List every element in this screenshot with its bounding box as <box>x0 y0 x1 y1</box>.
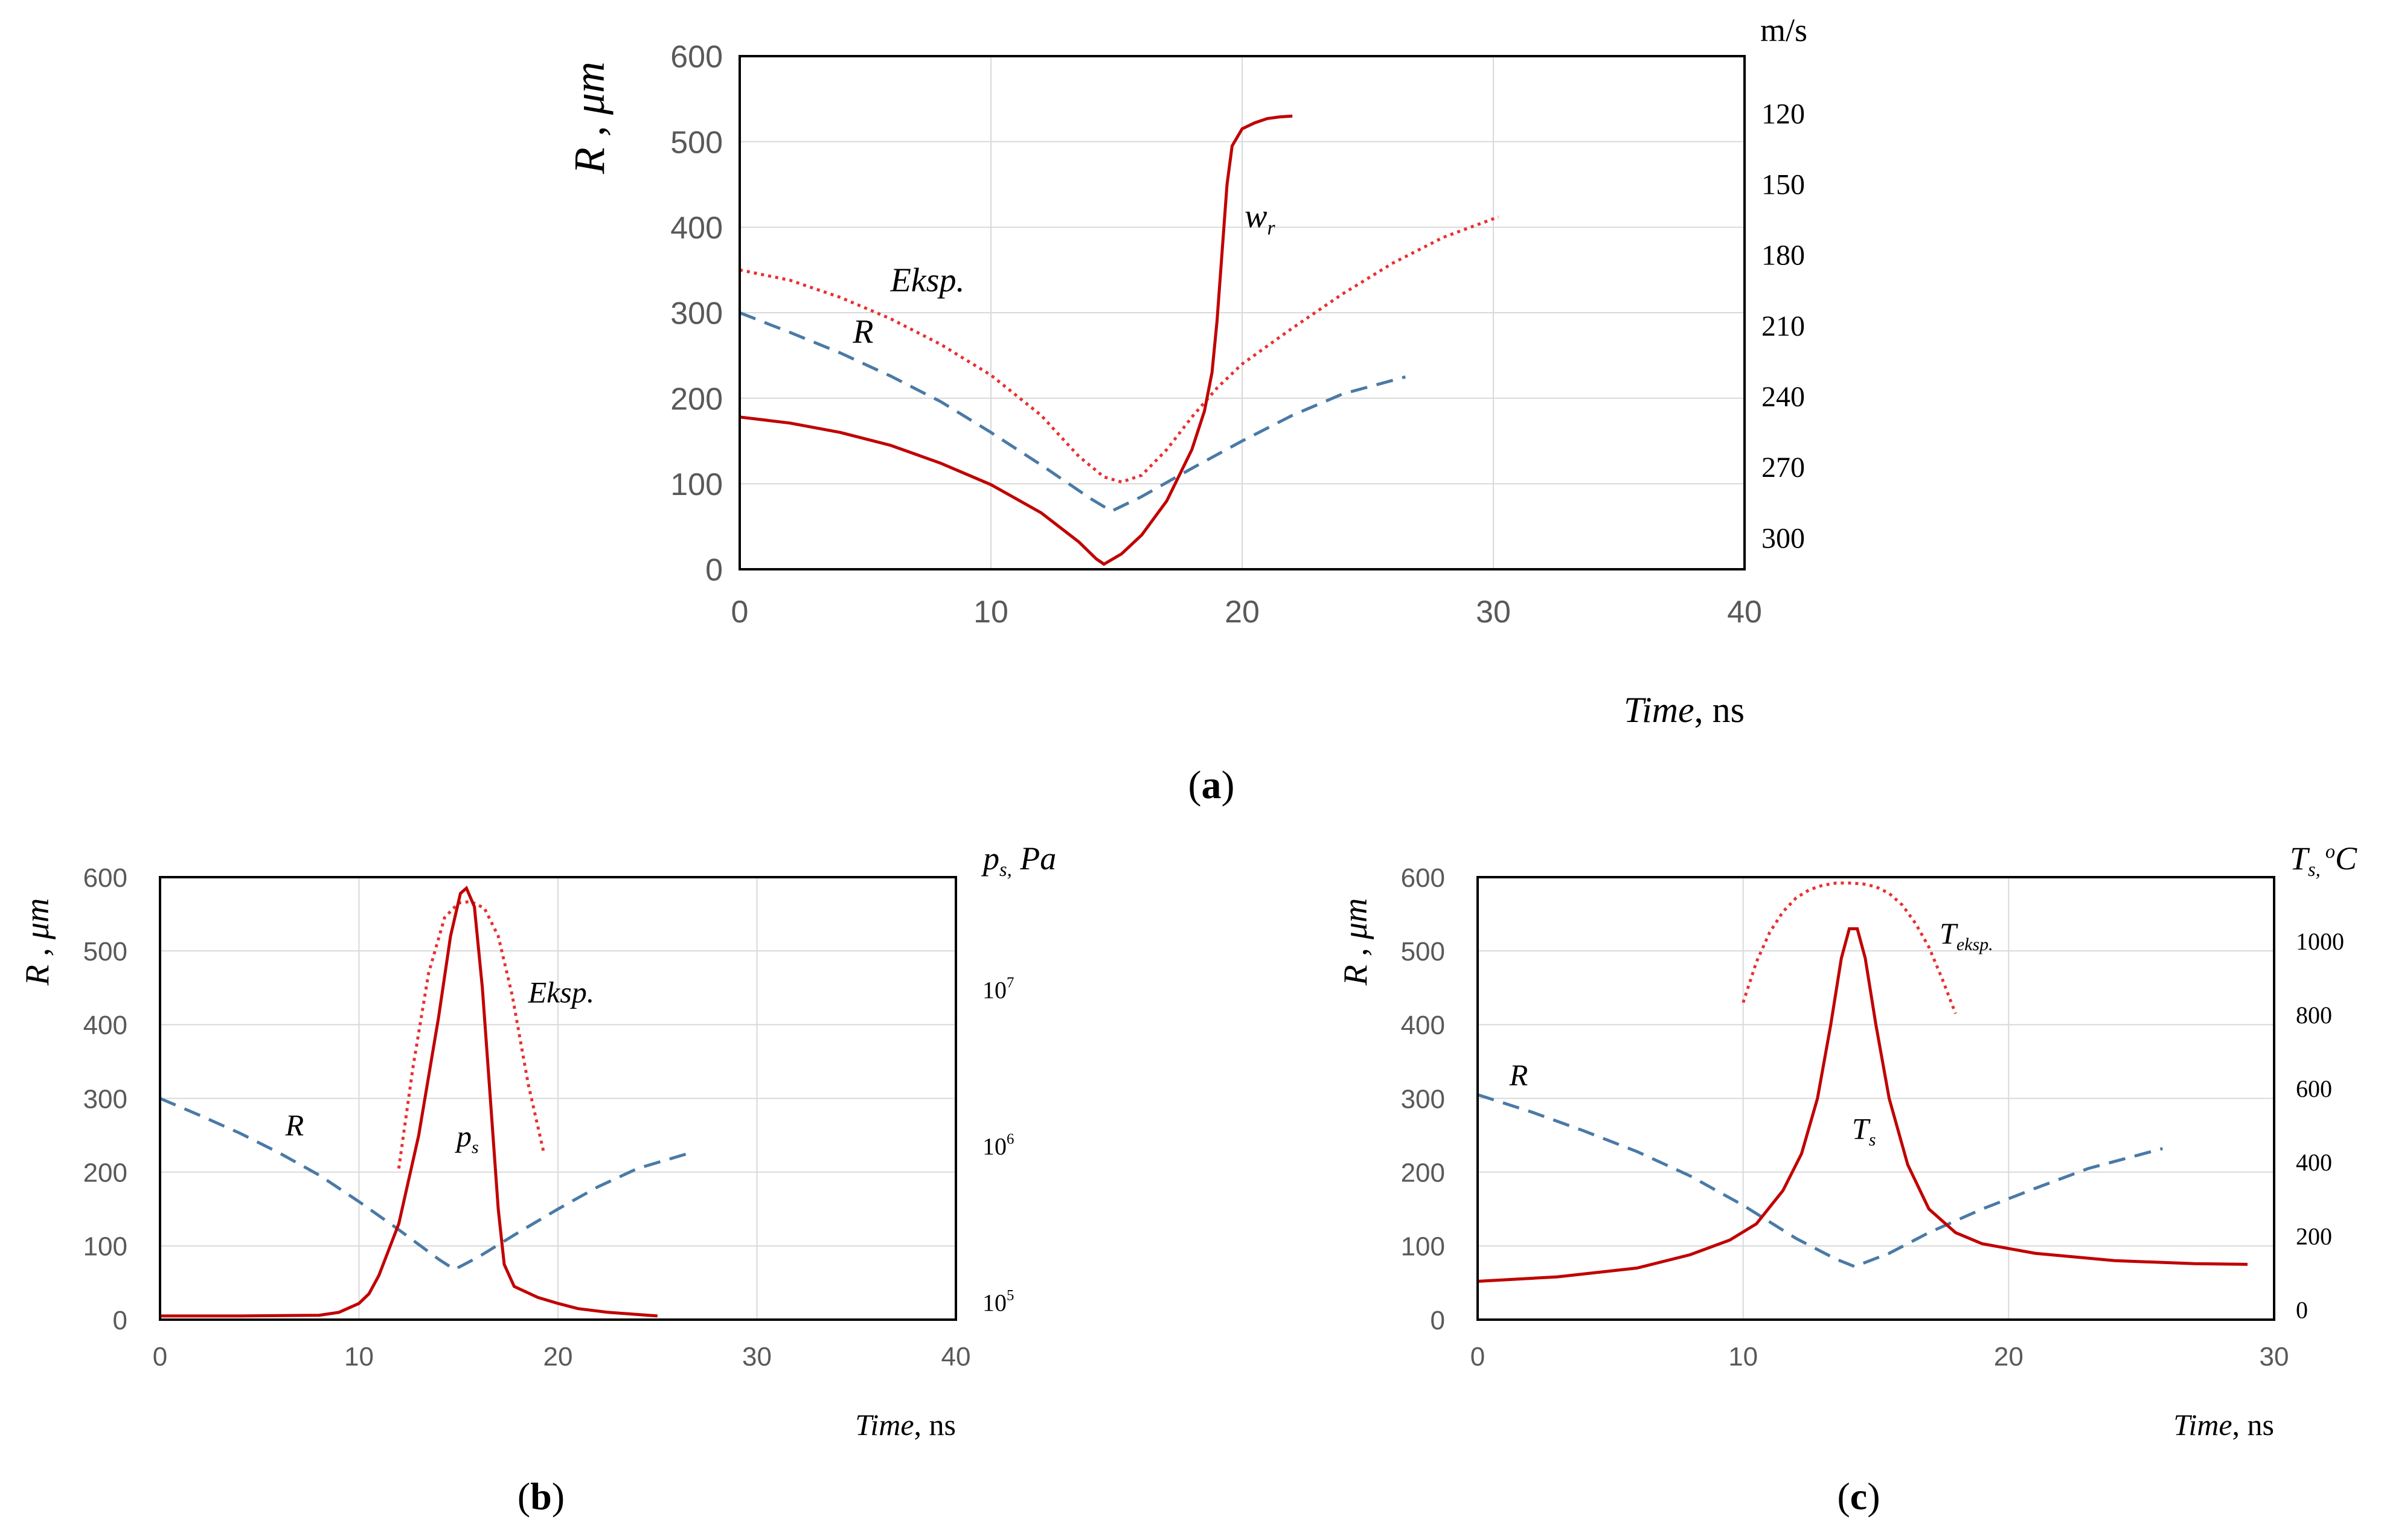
x-tick-label: 10 <box>344 1342 374 1372</box>
y-axis-label: R , μm <box>565 62 614 174</box>
y-tick-label: 100 <box>1401 1232 1445 1262</box>
y-tick-label: 0 <box>1431 1306 1445 1335</box>
x-axis-label: Time, ns <box>855 1408 956 1442</box>
right-axis-tick-label: 105 <box>982 1287 1014 1316</box>
y-tick-label: 600 <box>83 863 127 893</box>
series-line-ts <box>1477 927 2248 1283</box>
right-axis-tick-label: 300 <box>1761 522 1805 554</box>
y-tick-label: 200 <box>670 382 723 417</box>
right-axis-tick-label: 600 <box>2296 1075 2332 1102</box>
y-tick-label: 600 <box>1401 863 1445 893</box>
right-axis-title: m/s <box>1760 12 1807 48</box>
right-axis-tick-label: 400 <box>2296 1149 2332 1176</box>
y-axis-label: R , μm <box>19 898 56 986</box>
series-line-r <box>1477 1093 2163 1268</box>
x-tick-label: 0 <box>1470 1342 1485 1372</box>
y-tick-label: 300 <box>83 1084 127 1114</box>
y-tick-label: 400 <box>83 1011 127 1040</box>
y-tick-label: 500 <box>83 937 127 966</box>
right-axis-tick-label: 120 <box>1761 98 1805 130</box>
x-tick-label: 0 <box>153 1342 167 1372</box>
y-tick-label: 500 <box>1401 937 1445 966</box>
x-tick-label: 40 <box>1727 595 1762 630</box>
x-tick-label: 20 <box>543 1342 573 1372</box>
y-tick-label: 200 <box>1401 1158 1445 1188</box>
plot-frame <box>159 876 957 1321</box>
plot-frame <box>1476 876 2275 1321</box>
x-tick-label: 40 <box>941 1342 971 1372</box>
y-tick-label: 400 <box>1401 1011 1445 1040</box>
chart-b: 0 100 200 300 400 500 600 0 10 20 30 40 105 106 107 ps,… <box>19 840 1056 1518</box>
x-tick-label: 0 <box>731 595 749 630</box>
y-tick-label: 100 <box>670 467 723 502</box>
x-tick-label: 10 <box>1728 1342 1758 1372</box>
x-tick-label: 30 <box>742 1342 772 1372</box>
y-tick-label: 0 <box>705 553 723 588</box>
panel-label: (c) <box>1837 1475 1880 1518</box>
series-label: R <box>1509 1058 1528 1092</box>
panel-label: (b) <box>518 1475 565 1518</box>
series-line-eksp <box>739 215 1499 484</box>
right-axis-title: ps, Pa <box>981 840 1056 881</box>
series-line-r <box>739 311 1406 513</box>
right-axis-tick-label: 0 <box>2296 1296 2308 1323</box>
series-label: Eksp. <box>890 262 965 299</box>
right-axis-tick-label: 200 <box>2296 1222 2332 1250</box>
right-axis-tick-label: 180 <box>1761 240 1805 272</box>
series-line-teksp <box>1742 881 1957 1014</box>
y-tick-label: 200 <box>83 1158 127 1188</box>
series-label: Eksp. <box>528 976 595 1009</box>
plot-frame <box>739 55 1746 570</box>
series-line-wr <box>739 114 1293 566</box>
x-tick-label: 30 <box>1476 595 1511 630</box>
y-tick-label: 300 <box>670 296 723 331</box>
y-tick-label: 300 <box>1401 1084 1445 1114</box>
right-axis-tick-label: 150 <box>1761 168 1805 200</box>
right-axis-tick-label: 800 <box>2296 1002 2332 1029</box>
series-label: wr <box>1245 197 1275 239</box>
right-axis-tick-label: 106 <box>982 1131 1014 1160</box>
chart-a: 0 100 200 300 400 500 600 0 10 20 30 40 120 150 180 210… <box>565 12 1807 807</box>
series-label: R <box>852 313 873 351</box>
x-tick-label: 10 <box>973 595 1008 630</box>
y-tick-label: 100 <box>83 1232 127 1262</box>
x-tick-label: 30 <box>2260 1342 2289 1372</box>
right-axis-title: Ts, oC <box>2290 840 2357 881</box>
y-tick-label: 0 <box>113 1306 127 1335</box>
x-axis-label: Time, ns <box>2173 1408 2274 1442</box>
series-label: Teksp. <box>1940 916 1993 954</box>
series-line-r <box>159 1097 688 1271</box>
series-label: R <box>285 1108 304 1142</box>
right-axis-tick-label: 240 <box>1761 381 1805 413</box>
right-axis-tick-label: 1000 <box>2296 928 2344 955</box>
right-axis-tick-label: 210 <box>1761 310 1805 342</box>
y-tick-label: 600 <box>670 40 723 75</box>
x-tick-label: 20 <box>1994 1342 2024 1372</box>
series-label: Ts <box>1852 1112 1876 1150</box>
panel-label: (a) <box>1188 763 1235 807</box>
y-axis-label: R , μm <box>1337 898 1374 986</box>
series-line-ps <box>160 886 658 1318</box>
x-axis-label: Time, ns <box>1624 690 1745 730</box>
right-axis-tick-label: 107 <box>982 974 1014 1003</box>
right-axis-tick-label: 270 <box>1761 452 1805 484</box>
x-tick-label: 20 <box>1225 595 1260 630</box>
y-tick-label: 500 <box>670 125 723 160</box>
y-tick-label: 400 <box>670 211 723 246</box>
series-label: ps <box>455 1119 479 1157</box>
